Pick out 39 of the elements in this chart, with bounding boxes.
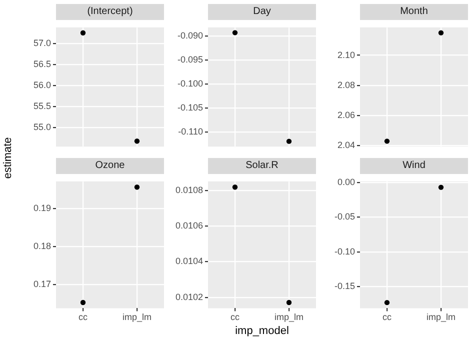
x-axis-title: imp_model bbox=[234, 325, 290, 337]
x-tick-label: imp_lm bbox=[274, 312, 304, 322]
x-tick-label: imp_lm bbox=[122, 312, 152, 322]
y-tick-label: 2.08 bbox=[337, 80, 355, 90]
y-tick-label: 56.0 bbox=[33, 80, 51, 90]
y-tick-label: -0.095 bbox=[177, 54, 203, 65]
chart-title: Wind bbox=[360, 158, 468, 174]
y-tick-label: 55.5 bbox=[33, 101, 51, 112]
chart-title: (Intercept) bbox=[56, 4, 164, 20]
y-tick-label: -0.100 bbox=[177, 78, 203, 89]
x-tick-label: cc bbox=[230, 312, 240, 322]
y-axis-title: estimate bbox=[2, 137, 14, 179]
y-tick-label: 57.0 bbox=[33, 38, 51, 48]
y-tick-label: 0.17 bbox=[33, 279, 51, 290]
y-tick-label: 2.04 bbox=[337, 140, 355, 150]
y-tick-label: -0.105 bbox=[177, 102, 203, 113]
y-tick-label: 0.0106 bbox=[175, 220, 203, 230]
y-tick-label: -0.110 bbox=[178, 126, 203, 137]
y-tick-label: 0.18 bbox=[33, 241, 51, 251]
y-tick-label: 2.06 bbox=[337, 110, 355, 120]
y-tick-label: 0.0102 bbox=[175, 292, 203, 302]
x-tick-label: imp_lm bbox=[426, 312, 456, 322]
y-tick-label: -0.15 bbox=[334, 281, 355, 292]
y-tick-label: 2.10 bbox=[337, 50, 355, 60]
y-tick-label: 55.0 bbox=[33, 122, 51, 132]
y-tick-label: 0.00 bbox=[337, 176, 355, 187]
y-tick-label: -0.05 bbox=[334, 212, 355, 222]
y-tick-label: 0.0104 bbox=[175, 256, 203, 266]
y-tick-label: 0.0108 bbox=[175, 184, 203, 195]
y-tick-label: -0.090 bbox=[177, 30, 203, 41]
chart-title: Ozone bbox=[56, 158, 164, 174]
x-tick-label: cc bbox=[78, 312, 88, 322]
y-tick-label: -0.10 bbox=[334, 246, 355, 256]
y-tick-label: 0.19 bbox=[33, 202, 51, 213]
chart-title: Month bbox=[360, 4, 468, 20]
chart-title: Day bbox=[208, 4, 316, 20]
chart-title: Solar.R bbox=[208, 158, 316, 174]
x-tick-label: cc bbox=[382, 312, 392, 322]
y-tick-label: 56.5 bbox=[33, 58, 51, 69]
